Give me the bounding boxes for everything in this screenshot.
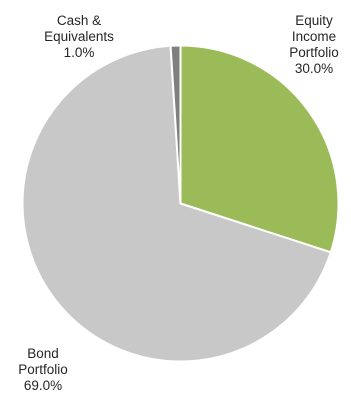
pie-slice-category-label: Portfolio [289, 45, 339, 60]
pie-labels: Equity Income Portfolio 30.0%Bond Portfolio 6… [18, 13, 339, 393]
pie-slice-0 [179, 44, 340, 254]
pie-slice-category-label: Income [292, 29, 336, 44]
pie-slice-value-label: 69.0% [24, 378, 62, 393]
pie-slice-2 [169, 44, 182, 205]
pie-slice-value-label: 30.0% [295, 61, 333, 76]
pie-slice-category-label: Equivalents [44, 29, 114, 44]
pie-slice-label-2: Cash & Equivalents 1.0% [44, 13, 114, 60]
pie-slice-label-1: Bond Portfolio 69.0% [18, 346, 68, 393]
pie-slices [21, 44, 340, 363]
pie-slice-category-label: Cash & [57, 13, 101, 28]
pie-slice-label-0: Equity Income Portfolio 30.0% [289, 13, 339, 76]
pie-slice-category-label: Bond [27, 346, 59, 361]
pie-slice-value-label: 1.0% [64, 45, 95, 60]
pie-slice-category-label: Portfolio [18, 362, 68, 377]
pie-slice-category-label: Equity [295, 13, 333, 28]
pie-slice-1 [21, 44, 332, 363]
